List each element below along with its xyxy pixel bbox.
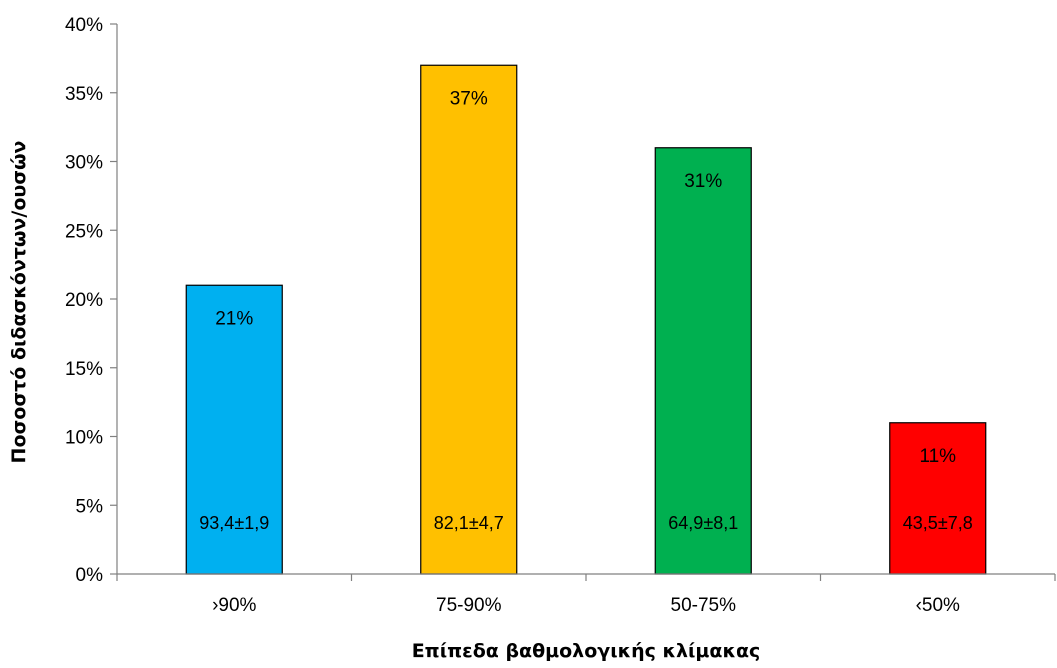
y-tick-label: 20% <box>65 290 103 311</box>
bar-value-label: 31% <box>684 171 722 192</box>
y-tick-label: 15% <box>65 359 103 380</box>
x-axis-title: Επίπεδα βαθμολογικής κλίμακας <box>412 640 761 662</box>
y-tick-label: 5% <box>76 496 104 517</box>
x-tick-label: ‹50% <box>916 595 960 616</box>
y-tick-label: 0% <box>76 565 104 586</box>
y-tick-label: 25% <box>65 221 103 242</box>
bar-score-label: 64,9±8,1 <box>668 513 738 533</box>
y-tick-label: 30% <box>65 153 103 174</box>
y-tick-label: 40% <box>65 15 103 36</box>
bar-value-label: 37% <box>450 88 488 109</box>
x-axis-ticks: ›90% 75-90% 50-75% ‹50% <box>116 574 1056 616</box>
y-axis-title: Ποσοστό διδασκόντων/ουσών <box>8 140 30 463</box>
bar <box>654 147 752 575</box>
bar-score-label: 82,1±4,7 <box>434 513 504 533</box>
y-tick-label: 10% <box>65 428 103 449</box>
x-tick-label: 75-90% <box>436 595 502 616</box>
data-labels-group: 21% 93,4±1,9 37% 82,1±4,7 31% 64,9±8,1 11% 43,5… <box>199 88 972 533</box>
bar <box>185 284 283 575</box>
bar-value-label: 21% <box>215 308 253 329</box>
bar-score-label: 93,4±1,9 <box>199 513 269 533</box>
bars-group <box>185 64 987 575</box>
y-tick-label: 35% <box>65 84 103 105</box>
bar <box>420 64 518 575</box>
y-axis-ticks: 0% 5% 10% 15% 20% 25% 30% 35% 40% <box>65 15 117 586</box>
x-tick-label: ›90% <box>212 595 256 616</box>
bar-score-label: 43,5±7,8 <box>903 513 973 533</box>
bar-value-label: 11% <box>919 446 956 467</box>
x-tick-label: 50-75% <box>671 595 737 616</box>
